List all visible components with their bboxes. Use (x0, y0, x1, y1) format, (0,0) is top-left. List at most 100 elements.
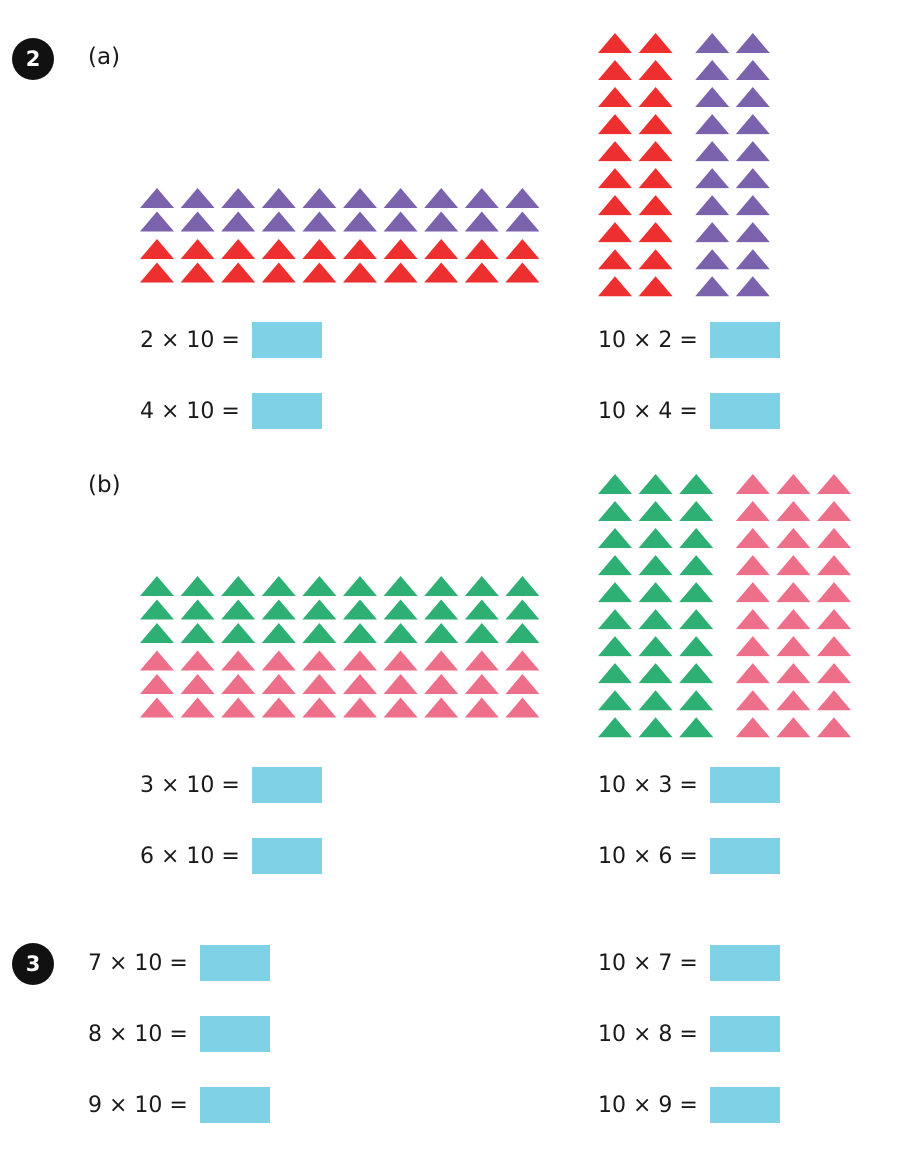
purple-triangle (180, 188, 215, 208)
part-label-b: (b) (88, 472, 121, 498)
purple-triangle (505, 211, 540, 232)
answer-box[interactable] (251, 393, 322, 429)
green-triangle (598, 528, 632, 549)
purple-triangle (735, 114, 770, 135)
equation-text: 10 × 8 = (598, 1021, 698, 1047)
answer-box[interactable] (709, 945, 780, 981)
red-triangle (638, 141, 673, 162)
green-triangle (679, 582, 714, 603)
pink-triangle (817, 555, 851, 576)
equation-text: 10 × 2 = (598, 327, 698, 353)
answer-box[interactable] (709, 322, 780, 358)
green-triangle (424, 576, 459, 596)
purple-triangle (695, 33, 730, 53)
green-triangle (383, 576, 418, 596)
green-triangle (505, 576, 540, 596)
green-triangle (638, 690, 673, 711)
part-label-a: (a) (88, 44, 121, 70)
answer-box[interactable] (709, 1087, 780, 1123)
purple-triangle (695, 141, 730, 162)
answer-box[interactable] (199, 945, 270, 981)
pink-triangle (140, 697, 174, 718)
pink-triangle (261, 650, 296, 671)
red-triangle (638, 168, 673, 189)
red-triangle (221, 239, 256, 259)
red-triangle (343, 262, 377, 283)
pink-triangle (735, 582, 770, 603)
answer-box[interactable] (199, 1016, 270, 1052)
green-triangle (598, 636, 632, 657)
green-triangle (598, 582, 632, 603)
green-triangle (598, 690, 632, 711)
red-triangle (302, 262, 337, 283)
answer-box[interactable] (199, 1087, 270, 1123)
purple-triangle (695, 87, 730, 108)
equation-text: 10 × 6 = (598, 843, 698, 869)
pink-triangle (464, 674, 499, 694)
array-2b-rows (140, 576, 540, 718)
purple-triangle (735, 60, 770, 81)
pink-triangle (180, 674, 215, 694)
pink-triangle (817, 663, 851, 684)
purple-triangle (383, 211, 418, 232)
red-triangle (302, 239, 337, 259)
answer-box[interactable] (251, 767, 322, 803)
pink-triangle (776, 582, 811, 603)
answer-box[interactable] (709, 393, 780, 429)
purple-triangle (424, 211, 459, 232)
equation-3-right-1: 10 × 7 = (598, 945, 780, 981)
green-triangle (598, 501, 632, 522)
green-triangle (343, 599, 377, 620)
green-triangle (679, 555, 714, 576)
pink-triangle (221, 650, 256, 671)
equation-2a-left-1: 2 × 10 = (140, 322, 322, 358)
purple-triangle (343, 211, 377, 232)
pink-triangle (735, 528, 770, 549)
pink-triangle (343, 650, 377, 671)
equation-2a-left-2: 4 × 10 = (140, 393, 322, 429)
answer-box[interactable] (709, 1016, 780, 1052)
equation-3-right-2: 10 × 8 = (598, 1016, 780, 1052)
answer-box[interactable] (709, 767, 780, 803)
green-triangle (302, 623, 337, 643)
red-triangle (598, 33, 632, 53)
equation-text: 10 × 3 = (598, 772, 698, 798)
answer-box[interactable] (709, 838, 780, 874)
purple-triangle (302, 188, 337, 208)
pink-triangle (735, 609, 770, 630)
pink-triangle (735, 663, 770, 684)
pink-triangle (735, 555, 770, 576)
red-triangle (598, 141, 632, 162)
purple-triangle (221, 188, 256, 208)
pink-triangle (343, 674, 377, 694)
green-triangle (638, 501, 673, 522)
pink-triangle (776, 717, 811, 738)
green-triangle (464, 599, 499, 620)
purple-triangle (140, 211, 174, 232)
pink-triangle (505, 674, 540, 694)
pink-triangle (776, 474, 811, 494)
green-triangle (261, 576, 296, 596)
pink-triangle (817, 474, 851, 494)
purple-triangle (383, 188, 418, 208)
green-triangle (464, 576, 499, 596)
pink-triangle (735, 636, 770, 657)
red-triangle (638, 60, 673, 81)
green-triangle (343, 623, 377, 643)
purple-triangle (464, 188, 499, 208)
purple-triangle (180, 211, 215, 232)
green-triangle (464, 623, 499, 643)
pink-triangle (776, 555, 811, 576)
green-triangle (180, 599, 215, 620)
red-triangle (140, 239, 174, 259)
answer-box[interactable] (251, 322, 322, 358)
equation-text: 9 × 10 = (88, 1092, 188, 1118)
red-triangle (638, 276, 673, 297)
purple-triangle (735, 222, 770, 243)
purple-triangle (695, 195, 730, 216)
green-triangle (598, 717, 632, 738)
answer-box[interactable] (251, 838, 322, 874)
green-triangle (302, 599, 337, 620)
green-triangle (679, 528, 714, 549)
